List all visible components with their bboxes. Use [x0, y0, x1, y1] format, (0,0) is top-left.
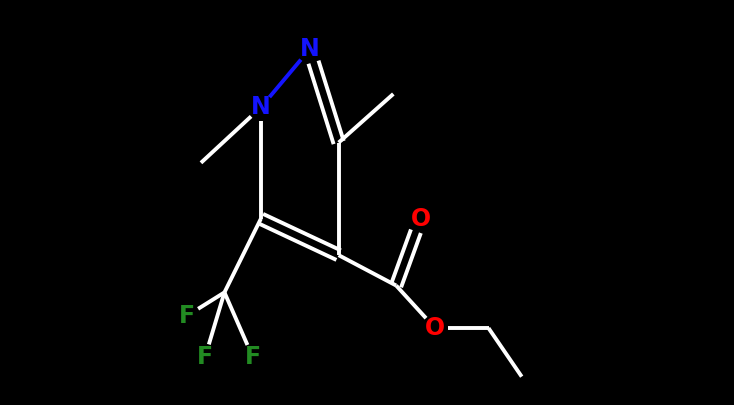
Text: N: N: [251, 95, 271, 119]
Text: F: F: [197, 345, 213, 369]
Text: O: O: [410, 207, 431, 231]
Text: N: N: [299, 37, 319, 62]
Text: O: O: [425, 316, 445, 340]
Text: F: F: [178, 304, 195, 328]
Text: F: F: [244, 345, 261, 369]
